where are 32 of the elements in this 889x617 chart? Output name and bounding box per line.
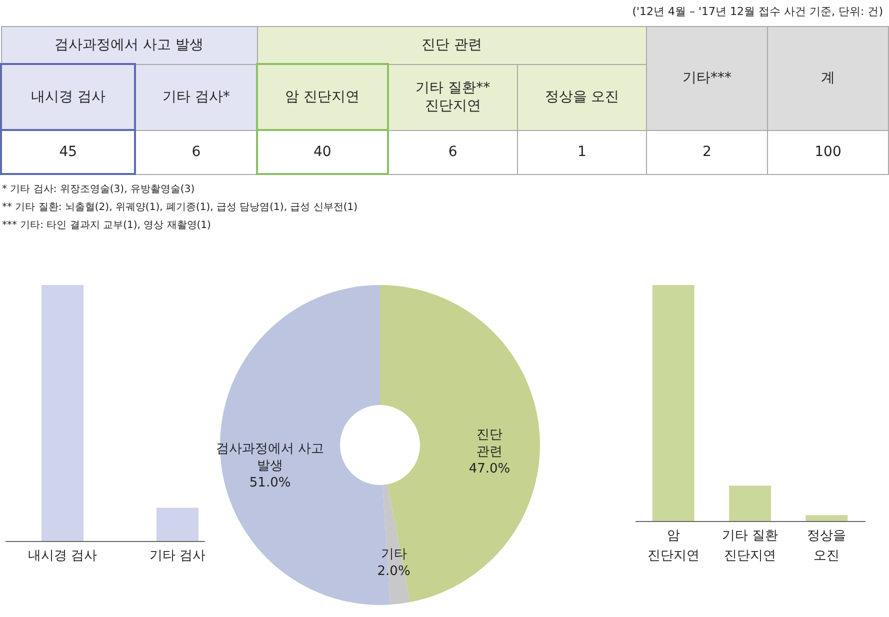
slice-label: 기타 xyxy=(380,547,407,562)
slice-label: 진단 관련 xyxy=(476,428,503,460)
category-label: 기타*** xyxy=(646,26,768,130)
text: ('12년 4월 – '17년 12월 접수 사건 기준, 단위: 건) xyxy=(631,4,884,20)
donut-slice xyxy=(380,285,540,602)
x-tick-label: 기타 질환 진단지연 xyxy=(722,528,778,564)
category-label: 암 진단지연 xyxy=(257,64,388,130)
text: 진단 관련 xyxy=(257,26,646,64)
category-label: 계 xyxy=(768,26,888,130)
data-label: 40 xyxy=(257,130,388,174)
data-label: 47.0% xyxy=(468,462,510,477)
text: * 기타 검사: 위장조영술(3), 유방촬영술(3) xyxy=(2,183,196,197)
category-label: 내시경 검사 xyxy=(1,64,136,130)
text: 검사과정에서 사고 발생 xyxy=(1,26,258,64)
slice-label: 검사과정에서 사고 발생 xyxy=(216,441,324,474)
category-label: 기타 검사* xyxy=(135,64,258,130)
x-tick-label: 기타 검사 xyxy=(149,548,206,564)
data-label: 100 xyxy=(768,130,888,174)
data-label: 2.0% xyxy=(377,564,410,580)
data-label: 45 xyxy=(1,130,136,174)
data-label: 51.0% xyxy=(249,475,291,490)
category-label: 정상을 오진 xyxy=(518,64,646,130)
category-label: 기타 질환** 진단지연 xyxy=(388,64,518,130)
text: *** 기타: 타인 결과지 교부(1), 영상 재촬영(1) xyxy=(2,219,212,233)
data-label: 6 xyxy=(388,130,518,174)
x-tick-label: 정상을 오진 xyxy=(807,528,846,564)
text: ** 기타 질환: 뇌출혈(2), 위궤양(1), 폐기종(1), 급성 담낭염(1), 급성 신부전(1) xyxy=(2,201,359,215)
data-label: 6 xyxy=(135,130,258,174)
x-tick-label: 내시경 검사 xyxy=(28,548,98,564)
data-label: 2 xyxy=(646,130,768,174)
data-label: 1 xyxy=(518,130,646,174)
x-tick-label: 암 진단지연 xyxy=(647,528,700,564)
